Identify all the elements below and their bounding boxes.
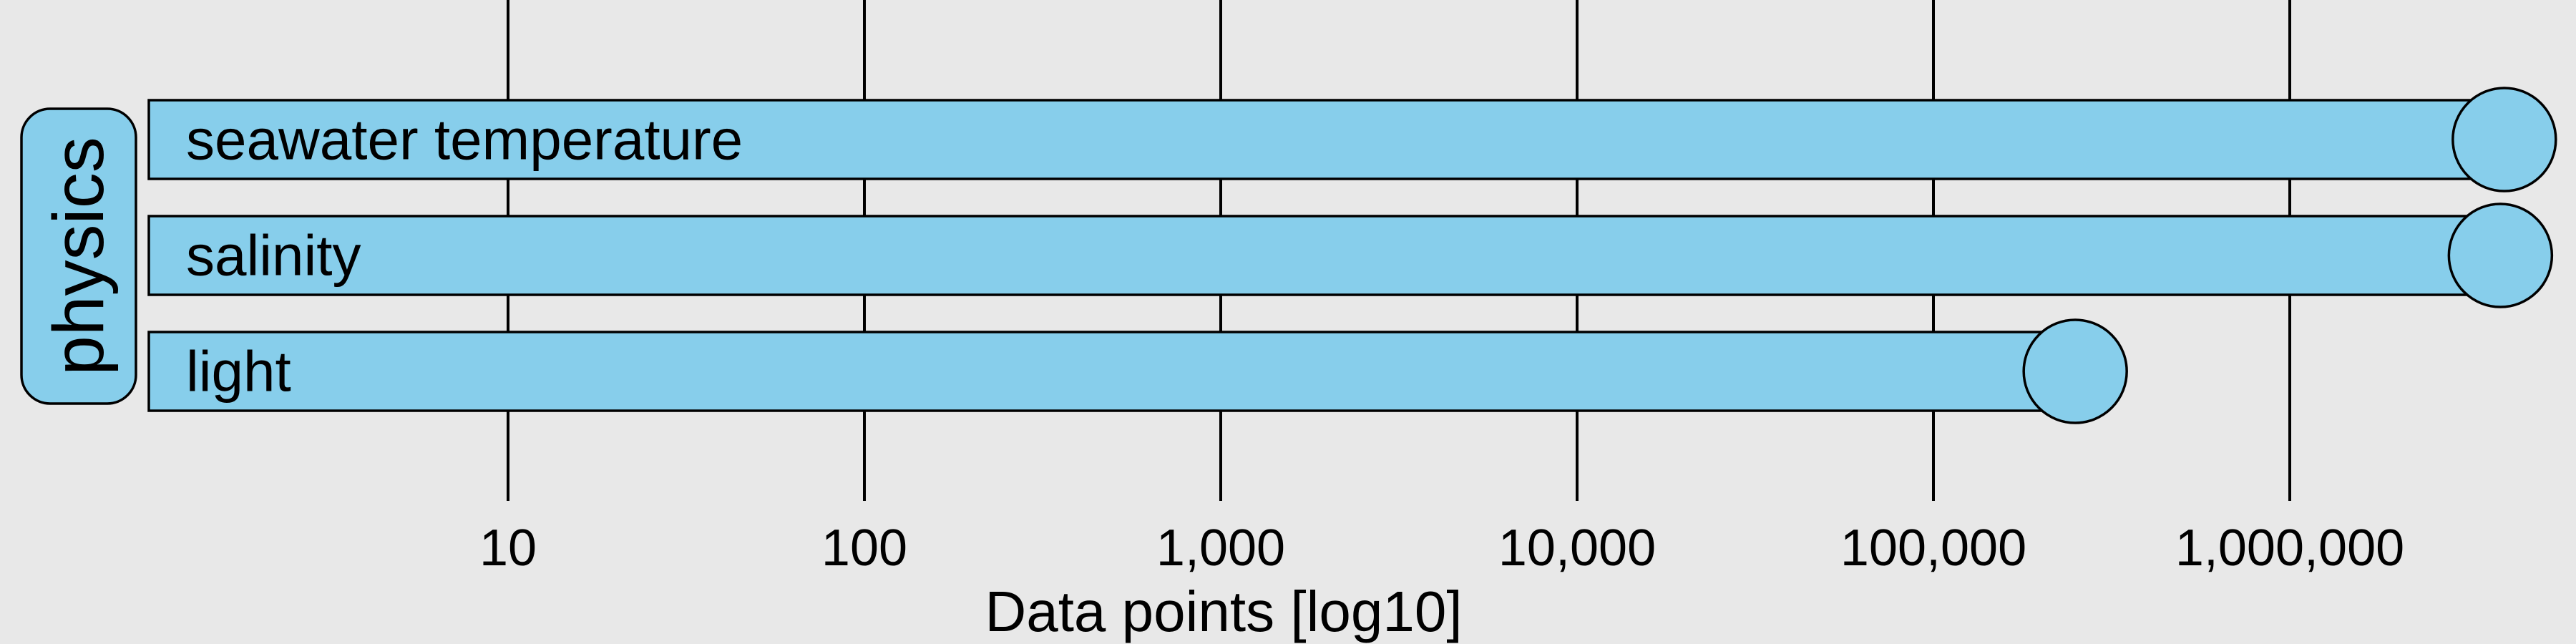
tick-label-4: 100,000 bbox=[1840, 519, 2026, 577]
group-label: physics bbox=[39, 137, 119, 375]
bar-1: salinity bbox=[147, 203, 2554, 308]
tick-label-1: 100 bbox=[821, 519, 907, 577]
x-axis-title: Data points [log10] bbox=[985, 580, 1462, 643]
tick-label-3: 10,000 bbox=[1498, 519, 1656, 577]
bar-rect-2 bbox=[147, 331, 2051, 412]
tick-label-2: 1,000 bbox=[1156, 519, 1285, 577]
group-label-box: physics bbox=[20, 107, 137, 405]
tick-label-0: 10 bbox=[479, 519, 537, 577]
bar-label-2: light bbox=[186, 340, 291, 404]
bar-rect-0 bbox=[147, 99, 2480, 180]
bar-rect-1 bbox=[147, 215, 2477, 296]
bar-label-1: salinity bbox=[186, 224, 361, 288]
bar-cap-0 bbox=[2451, 87, 2557, 192]
bar-0: seawater temperature bbox=[147, 87, 2557, 192]
bars: seawater temperature salinity light bbox=[147, 87, 2557, 424]
bar-2: light bbox=[147, 318, 2128, 424]
tick-labels: 10 100 1,000 10,000 100,000 1,000,000 bbox=[479, 519, 2404, 577]
bar-cap-1 bbox=[2447, 203, 2554, 308]
group-box bbox=[20, 107, 137, 405]
tick-label-5: 1,000,000 bbox=[2175, 519, 2404, 577]
bar-cap-2 bbox=[2022, 318, 2128, 424]
bar-label-0: seawater temperature bbox=[186, 108, 743, 172]
